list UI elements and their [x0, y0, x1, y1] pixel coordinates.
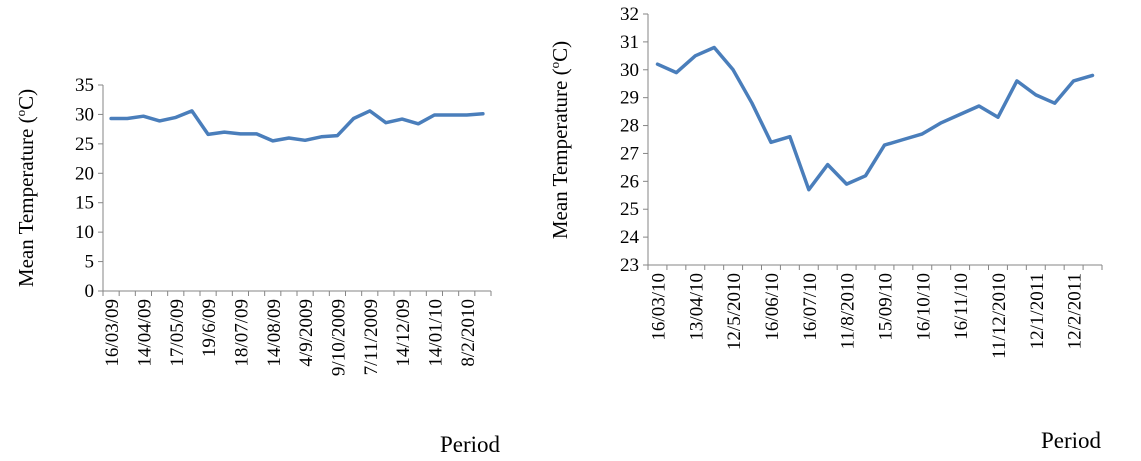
x-tick-label: 16/03/09 [102, 299, 123, 367]
x-tick-label: 15/09/10 [875, 273, 896, 341]
x-tick-label: 12/5/2010 [724, 273, 745, 350]
x-tick-label: 12/1/2011 [1027, 273, 1048, 349]
x-tick-label: 14/12/09 [393, 299, 414, 367]
y-tick-label: 5 [85, 252, 95, 273]
y-tick-label: 27 [620, 143, 639, 164]
y-tick-label: 32 [620, 4, 639, 25]
y-tick-label: 20 [75, 163, 94, 184]
x-tick-label: 14/04/09 [134, 299, 155, 367]
y-tick-label: 31 [620, 32, 639, 53]
y-tick-label: 30 [620, 60, 639, 81]
y-tick-label: 35 [75, 75, 94, 96]
x-axis-label: Period [440, 432, 501, 457]
y-axis-label: Mean Temperature (oC) [547, 41, 572, 239]
y-tick-label: 10 [75, 222, 94, 243]
x-tick-label: 16/10/10 [913, 273, 934, 341]
x-tick-label: 16/06/10 [762, 273, 783, 341]
y-tick-label: 15 [75, 193, 94, 214]
x-tick-label: 13/04/10 [686, 273, 707, 341]
y-axis-label-unit: C) [14, 89, 38, 110]
y-axis-label-text: Mean Temperature ( [548, 68, 572, 239]
y-tick-label: 24 [620, 227, 640, 248]
x-tick-label: 9/10/2009 [328, 299, 349, 376]
x-tick-label: 8/2/2010 [458, 299, 479, 367]
y-tick-label: 25 [620, 199, 639, 220]
x-tick-label: 19/6/09 [199, 299, 220, 357]
y-tick-label: 0 [85, 281, 95, 302]
x-tick-label: 4/9/2009 [296, 299, 317, 367]
chart-right: 23 24 25 26 27 28 29 30 31 32 16/03/10 13/04/10 12/5… [547, 4, 1103, 453]
x-tick-label: 14/08/09 [264, 299, 285, 367]
y-tick-label: 23 [620, 255, 639, 276]
y-tick-label: 25 [75, 134, 94, 155]
degree-symbol: o [547, 62, 562, 69]
degree-symbol: o [13, 110, 28, 117]
y-tick-label: 30 [75, 104, 94, 125]
x-tick-label: 14/01/10 [425, 299, 446, 367]
y-axis-label-unit: C) [548, 41, 572, 62]
x-tick-label: 16/11/10 [951, 273, 972, 340]
x-tick-label: 11/8/2010 [838, 273, 859, 349]
y-tick-label: 26 [620, 171, 639, 192]
y-tick-label: 29 [620, 88, 639, 109]
x-axis-label: Period [1041, 428, 1102, 453]
chart-left: 0 5 10 15 20 25 30 35 16/03/09 14/04/09 17/05/09 19… [13, 75, 501, 457]
x-tick-label: 11/12/2010 [989, 273, 1010, 359]
y-axis-label: Mean Temperature (oC) [13, 89, 38, 287]
x-tick-label: 16/03/10 [648, 273, 669, 341]
x-tick-label: 16/07/10 [800, 273, 821, 341]
y-axis-label-text: Mean Temperature ( [14, 116, 38, 287]
x-tick-label: 7/11/2009 [361, 299, 382, 375]
x-tick-label: 18/07/09 [231, 299, 252, 367]
series-line [655, 45, 1095, 192]
x-tick-label: 12/2/2011 [1065, 273, 1086, 349]
series-line [109, 109, 485, 143]
y-tick-label: 28 [620, 116, 639, 137]
x-tick-label: 17/05/09 [167, 299, 188, 367]
